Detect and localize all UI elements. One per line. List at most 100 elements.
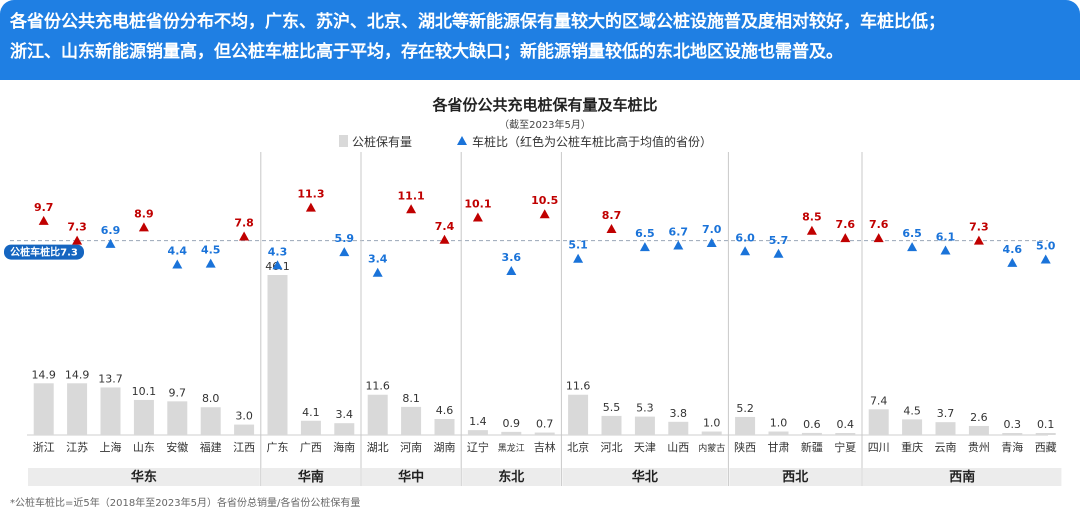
region-band	[362, 468, 461, 486]
province-label: 广西	[300, 441, 322, 454]
stock-value-label: 0.1	[1037, 418, 1055, 431]
ratio-value-label: 3.6	[502, 251, 522, 264]
stock-bar	[234, 424, 255, 435]
stock-bar	[568, 394, 589, 435]
stock-bar	[902, 419, 923, 435]
province-label: 河北	[601, 441, 623, 454]
stock-value-label: 0.7	[536, 418, 554, 431]
ratio-marker	[372, 267, 383, 277]
legend-bar-label: 公桩保有量	[352, 134, 412, 149]
province-label: 浙江	[33, 441, 55, 454]
region-label: 华东	[131, 469, 157, 485]
ratio-value-label: 7.3	[67, 221, 87, 234]
chart-svg: 各省份公共充电桩保有量及车桩比 （截至2023年5月） 公桩保有量 车桩比（红色…	[4, 96, 1062, 509]
ratio-value-label: 9.7	[34, 201, 54, 214]
ratio-marker	[1040, 254, 1051, 264]
ratio-marker	[740, 246, 751, 256]
ratio-value-label: 7.8	[234, 216, 254, 229]
footnote: *公桩车桩比=近5年（2018年至2023年5月）各省份总销量/各省份公桩保有量	[10, 496, 360, 509]
plot-area: 公桩车桩比7.3 华东 14.9 浙江 9.7 14.9 江苏 7.3 13.7 上海 6.9 10.…	[4, 152, 1062, 486]
ratio-value-label: 3.4	[368, 253, 388, 266]
stock-bar	[133, 399, 154, 435]
legend-bar-swatch	[339, 135, 348, 147]
stock-bar	[200, 407, 221, 435]
region-band	[462, 468, 561, 486]
ratio-value-label: 6.5	[902, 227, 922, 240]
stock-value-label: 1.0	[770, 417, 788, 430]
stock-value-label: 4.6	[436, 404, 454, 417]
stock-bar	[300, 420, 321, 435]
ratio-marker	[639, 242, 650, 252]
province-label: 山西	[667, 441, 689, 454]
stock-bar	[1035, 433, 1056, 435]
stock-bar	[1002, 433, 1023, 435]
province-label: 山东	[133, 441, 155, 454]
ratio-value-label: 8.5	[802, 211, 822, 224]
stock-value-label: 0.6	[803, 418, 821, 431]
stock-value-label: 5.3	[636, 402, 654, 415]
province-label: 陕西	[734, 440, 756, 454]
ratio-value-label: 7.3	[969, 221, 989, 234]
stock-value-label: 3.8	[670, 407, 688, 420]
ratio-marker	[472, 212, 483, 222]
ratio-marker	[673, 240, 684, 250]
province-label: 宁夏	[834, 440, 856, 454]
ratio-marker	[138, 222, 149, 232]
average-badge	[4, 244, 84, 260]
stock-value-label: 11.6	[566, 380, 591, 393]
stock-value-label: 13.7	[98, 372, 123, 385]
stock-value-label: 1.0	[703, 417, 721, 430]
stock-value-label: 8.0	[202, 392, 220, 405]
ratio-marker	[272, 260, 283, 270]
ratio-marker	[105, 238, 116, 248]
ratio-value-label: 5.9	[335, 232, 355, 245]
province-label: 江苏	[66, 441, 88, 454]
summary-banner: 各省份公共充电桩省份分布不均，广东、苏沪、北京、湖北等新能源保有量较大的区域公桩…	[0, 0, 1080, 80]
ratio-value-label: 11.3	[297, 188, 324, 201]
ratio-value-label: 7.6	[869, 218, 889, 231]
stock-bar	[100, 387, 121, 435]
province-label: 甘肃	[768, 441, 790, 454]
ratio-marker	[305, 202, 316, 212]
ratio-value-label: 4.6	[1003, 243, 1023, 256]
stock-bar	[167, 401, 188, 435]
stock-bar	[634, 416, 655, 435]
region-label: 西北	[782, 470, 808, 485]
ratio-value-label: 8.7	[602, 209, 622, 222]
ratio-value-label: 10.5	[531, 194, 558, 207]
stock-value-label: 5.2	[736, 402, 754, 415]
ratio-marker	[506, 266, 517, 276]
province-label: 青海	[1001, 440, 1023, 454]
ratio-value-label: 7.0	[702, 223, 722, 236]
legend-marker-label: 车桩比（红色为公桩车桩比高于均值的省份）	[472, 134, 712, 149]
province-label: 上海	[100, 440, 122, 454]
chart-subtitle: （截至2023年5月）	[499, 118, 591, 131]
ratio-marker	[706, 238, 717, 248]
province-label: 江西	[233, 441, 255, 454]
region-band	[562, 468, 728, 486]
ratio-marker	[239, 231, 250, 241]
legend: 公桩保有量 车桩比（红色为公桩车桩比高于均值的省份）	[339, 134, 712, 149]
ratio-value-label: 5.1	[568, 239, 588, 252]
region-band	[729, 468, 861, 486]
stock-value-label: 2.6	[970, 411, 988, 424]
stock-bar	[801, 432, 822, 435]
stock-bar	[935, 422, 956, 435]
stock-value-label: 10.1	[132, 385, 157, 398]
stock-bar	[668, 421, 689, 435]
stock-value-label: 3.4	[336, 408, 354, 421]
region-label: 华北	[632, 469, 658, 485]
province-label: 海南	[333, 440, 355, 454]
stock-bar	[267, 275, 288, 435]
ratio-marker	[38, 215, 49, 225]
summary-line-1: 各省份公共充电桩省份分布不均，广东、苏沪、北京、湖北等新能源保有量较大的区域公桩…	[10, 12, 945, 32]
ratio-marker	[539, 209, 550, 219]
stock-value-label: 0.4	[837, 418, 855, 431]
stock-value-label: 3.7	[937, 407, 955, 420]
province-label: 天津	[634, 441, 656, 454]
province-label: 新疆	[801, 440, 823, 454]
ratio-marker	[439, 234, 450, 244]
province-label: 内蒙古	[698, 442, 725, 454]
province-label: 西藏	[1035, 441, 1057, 454]
region-label: 华中	[398, 469, 424, 485]
